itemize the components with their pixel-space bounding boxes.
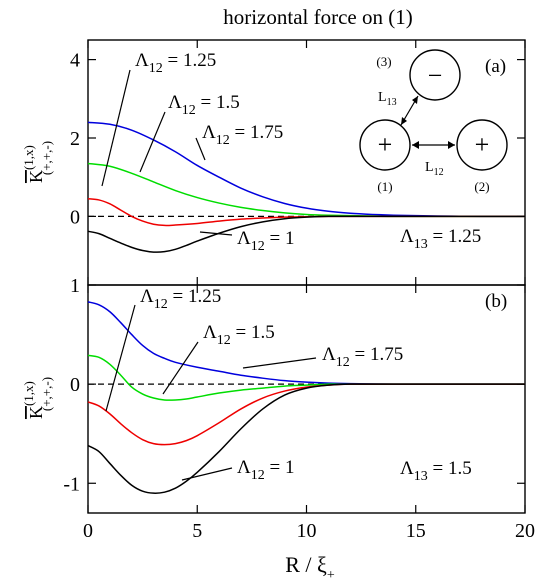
series-label-a-1.25: Λ12 = 1.25 — [135, 50, 216, 76]
ytick-label-b-1: 1 — [70, 275, 80, 297]
leader-b-1 — [181, 467, 233, 481]
x-tick-labels: 0 5 10 15 20 — [83, 520, 535, 542]
panel-b: -1 0 1 (b) Λ13 = 1.5 Λ12 = 1.25 Λ12 = 1.5 … — [63, 275, 526, 514]
circle-2-id: (2) — [474, 179, 489, 194]
leader-b-1.75 — [242, 357, 317, 369]
xtick-label-20: 20 — [515, 520, 535, 542]
svg-text:K(1,x)(+,+,-): K(1,x) (+,+,-) — [21, 141, 54, 183]
annotation-b: Λ13 = 1.5 — [400, 458, 472, 484]
panel-b-axes: -1 0 1 — [63, 275, 526, 513]
arrow-l12-head-b — [448, 141, 455, 149]
circle-2 — [456, 119, 508, 171]
y-axis-label-b: K(1,x) (+,+,-) — [21, 377, 54, 419]
curve-b-lambda12-1.25 — [87, 383, 525, 446]
series-label-b-1.25: Λ12 = 1.25 — [140, 286, 221, 312]
panel-a-curves — [87, 121, 526, 253]
series-label-b-1: Λ12 = 1 — [237, 457, 295, 483]
ytick-label-b--1: -1 — [63, 473, 80, 495]
leader-a-1.75 — [195, 137, 206, 161]
leader-b-1.25 — [105, 304, 136, 412]
ytick-label-b-0: 0 — [70, 374, 80, 396]
circle-3 — [409, 49, 461, 101]
leader-a-1.25 — [101, 69, 131, 187]
curve-b-lambda12-1.5 — [87, 354, 525, 401]
arrow-l12-head-a — [412, 141, 419, 149]
figure-title: horizontal force on (1) — [223, 5, 413, 29]
series-label-a-1: Λ12 = 1 — [237, 228, 295, 254]
circle-1 — [359, 119, 411, 171]
panel-a-label: (a) — [485, 56, 506, 77]
circle-1-id: (1) — [377, 179, 392, 194]
panel-a-series-labels: Λ12 = 1.25 Λ12 = 1.5 Λ12 = 1.75 Λ12 = 1 — [101, 50, 295, 254]
svg-text:K(1,x)(+,+,-): K(1,x) (+,+,-) — [21, 377, 54, 419]
series-label-b-1.75: Λ12 = 1.75 — [322, 344, 403, 370]
ytick-label-a-2: 2 — [70, 128, 80, 150]
circle-3-id: (3) — [376, 54, 391, 69]
panel-b-curves — [87, 301, 525, 494]
curve-b-lambda12-1 — [87, 383, 525, 494]
curve-b-lambda12-1.75 — [87, 301, 525, 385]
panel-b-label: (b) — [485, 291, 507, 312]
xtick-label-0: 0 — [83, 520, 93, 542]
series-label-b-1.5: Λ12 = 1.5 — [203, 322, 275, 348]
panel-b-annotation: Λ13 = 1.5 — [400, 458, 472, 484]
leader-a-1.5 — [139, 111, 166, 173]
circle-3-sign: − — [428, 61, 443, 90]
inset-diagram: − (3) + (1) + (2) L13 L12 — [359, 49, 508, 194]
arrow-l13-head-a — [412, 96, 418, 104]
ytick-label-a-0: 0 — [70, 206, 80, 228]
series-label-a-1.5: Λ12 = 1.5 — [168, 92, 240, 118]
leader-a-1 — [199, 231, 233, 236]
circle-2-sign: + — [475, 130, 490, 159]
curve-a-lambda12-1 — [87, 215, 525, 253]
curve-a-lambda12-1.25 — [87, 198, 525, 227]
y-axis-label-a: K(1,x) (+,+,-) — [21, 141, 54, 183]
xtick-label-5: 5 — [192, 520, 202, 542]
xtick-label-10: 10 — [297, 520, 317, 542]
circle-1-sign: + — [378, 130, 393, 159]
leader-b-1.5 — [162, 341, 199, 395]
label-l12: L12 — [425, 160, 444, 178]
label-l13: L13 — [378, 90, 397, 108]
panel-a-axes: 0 2 4 — [70, 40, 526, 285]
panel-b-series-labels: Λ12 = 1.25 Λ12 = 1.5 Λ12 = 1.75 Λ12 = 1 — [105, 286, 403, 483]
panel-a: 0 2 4 (a) Λ13 = 1.25 Λ12 = 1.25 Λ12 = 1.5 … — [70, 39, 526, 286]
x-axis-label: R / ξ+ — [285, 552, 335, 583]
series-label-a-1.75: Λ12 = 1.75 — [202, 122, 283, 148]
ytick-label-a-4: 4 — [70, 50, 80, 72]
panel-a-annotation: Λ13 = 1.25 — [400, 226, 481, 252]
xtick-label-15: 15 — [406, 520, 426, 542]
arrow-l13-head-b — [401, 117, 407, 125]
annotation-a: Λ13 = 1.25 — [400, 226, 481, 252]
